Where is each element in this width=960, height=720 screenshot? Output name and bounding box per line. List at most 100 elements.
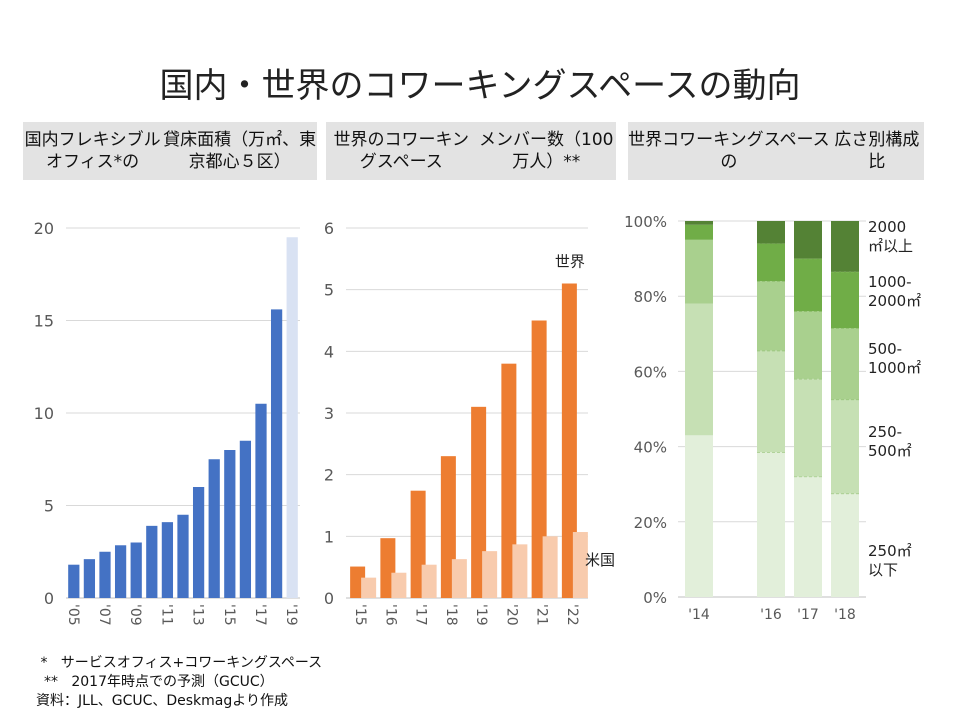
legend-label: 2000 xyxy=(868,218,906,236)
y-tick-label: 80% xyxy=(634,288,667,306)
stacked-segment xyxy=(831,493,859,597)
bar-us-members xyxy=(512,544,528,598)
y-tick-label: 0 xyxy=(44,589,54,608)
panel-header-line: 世界のコワーキングスペース xyxy=(333,130,470,172)
panel-header-line: メンバー数（100万人）** xyxy=(479,130,614,172)
bar-floor-area xyxy=(130,542,142,598)
legend-label: 250- xyxy=(868,423,902,441)
bar-world-members xyxy=(531,320,547,598)
legend-label: 500- xyxy=(868,340,902,358)
panel-header-size-mix: 世界コワーキングスペースの 広さ別構成比 xyxy=(628,122,924,180)
legend-label: 250㎡ xyxy=(868,542,912,560)
x-tick-label: '18 xyxy=(834,607,856,623)
bar-floor-area xyxy=(192,487,205,598)
footnote-1: * サービスオフィス+コワーキングスペース xyxy=(36,655,323,671)
y-tick-label: 15 xyxy=(34,312,54,331)
y-tick-label: 20 xyxy=(34,219,54,238)
y-tick-label: 100% xyxy=(624,213,667,231)
bar-us-members xyxy=(361,577,377,598)
x-tick-label: '20 xyxy=(503,604,519,626)
stacked-segment xyxy=(831,328,859,400)
x-tick-label: '05 xyxy=(65,604,81,626)
bar-world-members xyxy=(561,283,577,598)
legend-label: 以下 xyxy=(868,561,898,579)
legend-label: ㎡以上 xyxy=(868,237,913,255)
y-tick-label: 1 xyxy=(324,527,334,546)
bar-floor-area xyxy=(177,514,189,598)
y-tick-label: 6 xyxy=(324,219,334,238)
panel-header-domestic: 国内フレキシブルオフィス*の 貸床面積（万㎡、東京都心５区） xyxy=(23,122,317,180)
x-tick-label: '15 xyxy=(221,604,237,626)
bar-floor-area xyxy=(99,551,111,598)
stacked-segment xyxy=(757,281,785,351)
footnote-source: 資料：JLL、GCUC、Deskmagより作成 xyxy=(36,693,288,709)
y-tick-label: 10 xyxy=(34,404,54,423)
bar-us-members xyxy=(482,551,498,598)
stacked-segment xyxy=(757,452,785,597)
bar-floor-area xyxy=(146,525,158,598)
panel-header-members: 世界のコワーキングスペース メンバー数（100万人）** xyxy=(326,122,616,180)
bar-us-members xyxy=(421,564,437,598)
legend-label: 500㎡ xyxy=(868,442,912,460)
stacked-segment xyxy=(757,243,785,282)
y-tick-label: 2 xyxy=(324,466,334,485)
bar-floor-area xyxy=(270,309,283,598)
bar-floor-area xyxy=(239,440,252,598)
x-tick-label: '13 xyxy=(190,604,206,626)
x-tick-label: '09 xyxy=(127,604,143,626)
stacked-segment xyxy=(831,399,859,494)
y-tick-label: 60% xyxy=(634,363,667,381)
x-tick-label: '15 xyxy=(352,604,368,626)
stacked-segment xyxy=(831,221,859,272)
stacked-segment xyxy=(794,311,822,379)
series-label-world: 世界 xyxy=(555,253,585,271)
x-tick-label: '11 xyxy=(158,604,174,626)
panel-header-line: 広さ別構成比 xyxy=(834,130,920,172)
footnote-2: ** 2017年時点での予測（GCUC） xyxy=(44,674,274,690)
bar-us-members xyxy=(542,536,558,598)
stacked-segment xyxy=(794,378,822,477)
x-tick-label: '18 xyxy=(443,604,459,626)
y-tick-label: 0 xyxy=(324,589,334,608)
x-tick-label: '17 xyxy=(413,604,429,626)
bar-floor-area xyxy=(161,522,174,598)
y-tick-label: 20% xyxy=(634,514,667,532)
bar-floor-area xyxy=(83,559,96,598)
x-tick-label: '21 xyxy=(534,604,550,626)
legend-label: 2000㎡ xyxy=(868,292,921,310)
stacked-segment xyxy=(794,221,822,259)
bar-us-members xyxy=(451,559,467,598)
x-tick-label: '16 xyxy=(760,607,782,623)
stacked-segment xyxy=(685,303,713,436)
bar-floor-area xyxy=(224,450,236,598)
panel-header-line: 世界コワーキングスペースの xyxy=(628,130,830,172)
stacked-segment xyxy=(757,221,785,244)
bar-us-members xyxy=(572,532,588,598)
x-tick-label: '19 xyxy=(283,604,299,626)
bar-floor-area xyxy=(114,545,127,598)
x-tick-label: '16 xyxy=(382,604,398,626)
stacked-segment xyxy=(794,258,822,312)
x-tick-label: '17 xyxy=(797,607,819,623)
x-tick-label: '17 xyxy=(252,604,268,626)
bar-floor-area xyxy=(208,459,220,598)
bar-world-members xyxy=(471,406,487,598)
stacked-segment xyxy=(685,221,713,225)
stacked-segment xyxy=(831,271,859,329)
stacked-segment xyxy=(685,239,713,304)
panel-header-line: 貸床面積（万㎡、東京都心５区） xyxy=(163,130,317,172)
panel-header-line: 国内フレキシブルオフィス*の xyxy=(24,130,161,172)
page-title: 国内・世界のコワーキングスペースの動向 xyxy=(159,66,801,106)
bar-floor-area xyxy=(68,564,80,598)
stacked-segment xyxy=(757,350,785,453)
x-tick-label: '14 xyxy=(688,607,710,623)
bar-floor-area xyxy=(255,403,267,598)
legend-label: 1000㎡ xyxy=(868,359,921,377)
bar-world-members xyxy=(501,363,517,598)
legend-label: 1000- xyxy=(868,273,912,291)
x-tick-label: '19 xyxy=(473,604,489,626)
x-tick-label: '22 xyxy=(564,604,580,626)
bar-us-members xyxy=(391,572,407,598)
y-tick-label: 3 xyxy=(324,404,334,423)
